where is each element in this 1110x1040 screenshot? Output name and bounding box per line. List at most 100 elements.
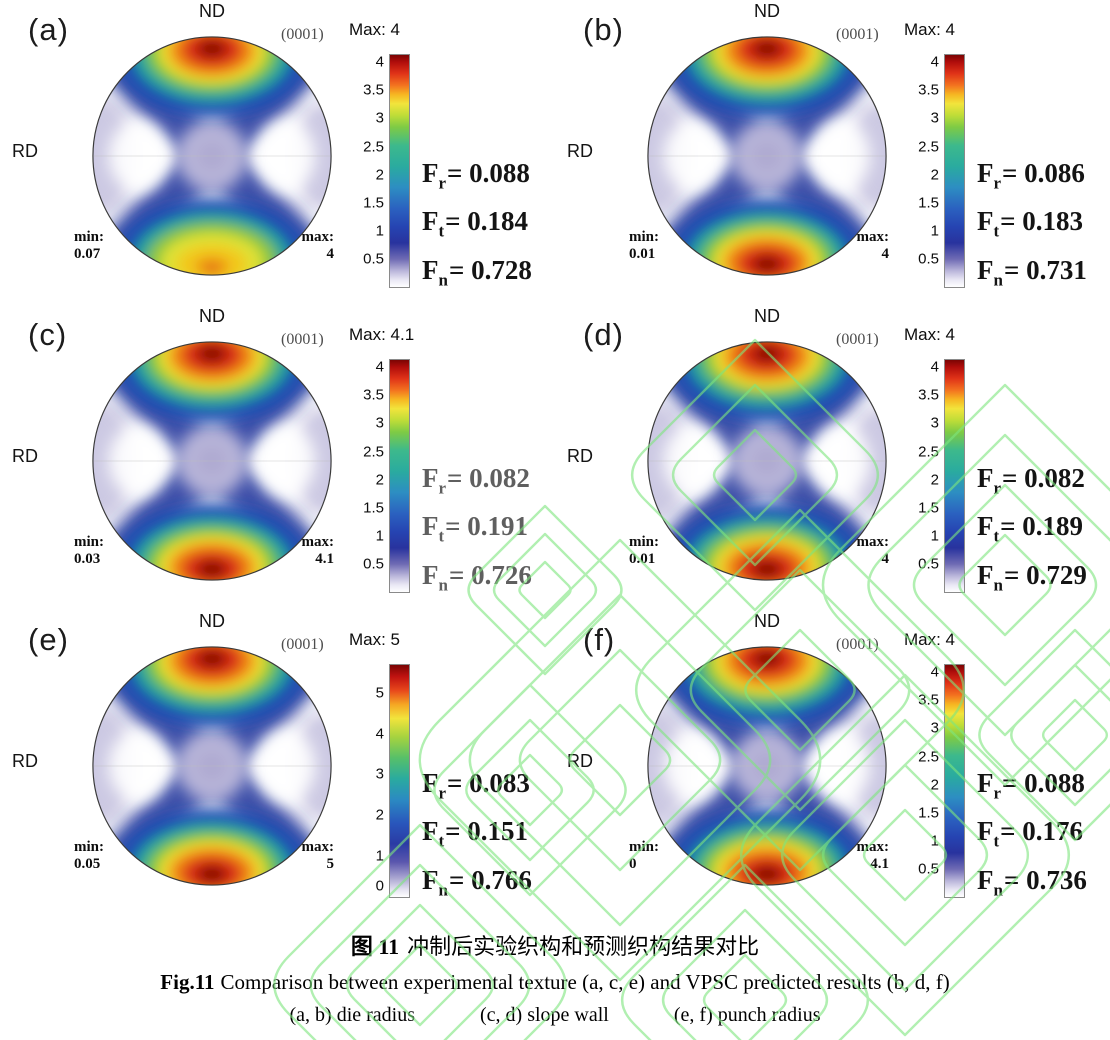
panels-grid: (a) ND (0001) RD (0, 0, 1110, 915)
f-value-line: Fr= 0.088 (977, 768, 1085, 803)
pole-figure-panel: (f) ND (0001) RD (555, 610, 1110, 915)
max-value: 4 (881, 551, 890, 567)
max-value-block: max: 4 (815, 229, 890, 263)
caption-sub-ab: (a, b) die radius (289, 1004, 416, 1026)
colorbar: 5 4 3 2 1 0 (376, 664, 410, 898)
min-value-block: min: 0 (629, 839, 659, 873)
min-label: min: (629, 229, 659, 245)
colorbar-tick-label: 0.5 (918, 555, 939, 573)
colorbar-tick-label: 0.5 (363, 250, 384, 268)
max-label: max: (301, 839, 335, 855)
colorbar-tick-label: 4 (375, 358, 384, 376)
min-value-block: min: 0.05 (74, 839, 104, 873)
plane-index-label: (0001) (281, 26, 324, 43)
nd-axis-label: ND (199, 611, 225, 631)
rd-axis-label: RD (12, 446, 38, 466)
colorbar-tick-label: 2 (930, 776, 939, 794)
min-value: 0.05 (74, 856, 101, 872)
caption-english: Fig.11 Comparison between experimental te… (0, 970, 1110, 995)
colorbar-tick-label: 1 (930, 832, 939, 850)
colorbar-tick-label: 3.5 (918, 691, 939, 709)
f-values: Fr= 0.088 Ft= 0.184 Fn= 0.728 (422, 154, 532, 299)
colorbar-tick-label: 1 (375, 847, 384, 865)
max-value: 5 (326, 856, 335, 872)
f-value-line: Fn= 0.729 (977, 559, 1087, 595)
colorbar-max-title: Max: 5 (349, 630, 401, 649)
min-value: 0.01 (629, 246, 656, 262)
caption-chinese: 图 11 冲制后实验织构和预测织构结果对比 (0, 929, 1110, 961)
max-label: max: (301, 534, 335, 550)
rd-axis-label: RD (567, 446, 593, 466)
colorbar-tick-label: 3.5 (918, 81, 939, 99)
caption-en-number: Fig.11 (160, 970, 215, 994)
f-value-line: Fr= 0.088 (422, 158, 530, 193)
rd-axis-label: RD (12, 751, 38, 771)
rd-axis-label: RD (567, 141, 593, 161)
colorbar-max-title: Max: 4 (904, 630, 956, 649)
colorbar-tick-label: 4 (930, 663, 939, 681)
caption-sub-cd: (c, d) slope wall (480, 1004, 609, 1026)
max-value-block: max: 5 (260, 839, 335, 873)
min-value-block: min: 0.03 (74, 534, 104, 568)
f-value-line: Ft= 0.189 (977, 511, 1084, 546)
rd-axis-label: RD (12, 141, 38, 161)
max-value: 4.1 (870, 856, 889, 872)
colorbar-max-title: Max: 4 (349, 20, 401, 39)
panel-label: (f) (583, 622, 616, 657)
caption-subfigures: (a, b) die radius (c, d) slope wall (e, … (0, 1004, 1110, 1027)
max-value-block: max: 4 (260, 229, 335, 263)
colorbar-tick-label: 2 (375, 471, 384, 489)
colorbar-tick-label: 2.5 (918, 138, 939, 156)
max-label: max: (856, 534, 890, 550)
min-label: min: (629, 839, 659, 855)
colorbar-tick-label: 0 (375, 877, 384, 895)
max-label: max: (856, 839, 890, 855)
max-label: max: (856, 229, 890, 245)
colorbar-tick-label: 4 (375, 53, 384, 71)
min-label: min: (74, 534, 104, 550)
nd-axis-label: ND (199, 1, 225, 21)
colorbar-tick-label: 5 (375, 684, 384, 702)
nd-axis-label: ND (754, 611, 780, 631)
f-value-line: Fn= 0.731 (977, 254, 1087, 290)
caption-en-text: Comparison between experimental texture … (220, 970, 950, 994)
colorbar-tick-label: 1.5 (918, 499, 939, 517)
pole-figure-plot (89, 33, 335, 279)
f-value-line: Fn= 0.726 (422, 559, 532, 595)
figure-caption: 图 11 冲制后实验织构和预测织构结果对比 Fig.11 Comparison be… (0, 915, 1110, 1027)
panel-label: (b) (583, 12, 624, 47)
panel-label: (c) (28, 317, 68, 352)
colorbar-tick-label: 2.5 (363, 138, 384, 156)
colorbar: 4 3.5 3 2.5 2 1.5 1 0.5 (363, 54, 410, 288)
panel-label: (d) (583, 317, 624, 352)
colorbar-max-title: Max: 4 (904, 20, 956, 39)
rd-axis-label: RD (567, 751, 593, 771)
f-value-line: Ft= 0.184 (422, 206, 529, 241)
nd-axis-label: ND (754, 306, 780, 326)
max-value-block: max: 4.1 (260, 534, 335, 568)
colorbar-tick-label: 1 (930, 527, 939, 545)
panel-label: (e) (28, 622, 69, 657)
colorbar-tick-label: 3 (375, 414, 384, 432)
colorbar-tick-label: 2 (930, 471, 939, 489)
nd-axis-label: ND (199, 306, 225, 326)
f-value-line: Fr= 0.086 (977, 158, 1085, 193)
min-value: 0.01 (629, 551, 656, 567)
colorbar-tick-label: 1.5 (363, 194, 384, 212)
plane-index-label: (0001) (281, 331, 324, 348)
colorbar-tick-label: 3.5 (363, 386, 384, 404)
colorbar-tick-label: 2 (930, 166, 939, 184)
colorbar-max-title: Max: 4 (904, 325, 956, 344)
pole-figure-panel: (c) ND (0001) RD (0, 305, 555, 610)
pole-figure-panel: (b) ND (0001) RD (555, 0, 1110, 305)
max-value: 4 (881, 246, 890, 262)
f-value-line: Ft= 0.183 (977, 206, 1084, 241)
colorbar-tick-label: 0.5 (363, 555, 384, 573)
colorbar: 4 3.5 3 2.5 2 1.5 1 0.5 (918, 664, 965, 898)
min-value-block: min: 0.01 (629, 534, 659, 568)
colorbar-tick-label: 1 (375, 222, 384, 240)
colorbar-max-title: Max: 4.1 (349, 325, 415, 344)
pole-figure-panel: (a) ND (0001) RD (0, 0, 555, 305)
f-value-line: Fr= 0.082 (422, 463, 530, 498)
min-label: min: (74, 229, 104, 245)
